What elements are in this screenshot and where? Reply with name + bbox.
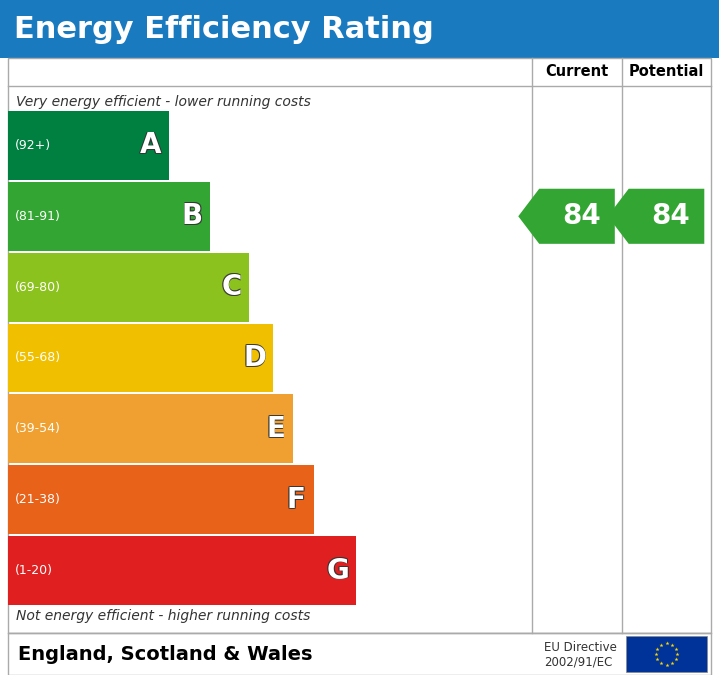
Text: D: D [242, 345, 265, 373]
Bar [8, 252, 249, 321]
Text: B: B [182, 201, 203, 230]
Text: E: E [267, 415, 285, 443]
Text: Energy Efficiency Rating: Energy Efficiency Rating [14, 14, 434, 43]
Text: E: E [267, 414, 285, 442]
Text: G: G [326, 557, 349, 585]
Text: D: D [243, 343, 266, 371]
Polygon shape [518, 189, 615, 244]
Text: G: G [326, 556, 349, 584]
Text: Very energy efficient - lower running costs: Very energy efficient - lower running co… [16, 95, 311, 109]
Text: G: G [326, 557, 348, 585]
Bar [8, 111, 169, 180]
Text: (55-68): (55-68) [15, 352, 61, 364]
Bar [8, 633, 711, 675]
Bar [8, 58, 711, 633]
Text: C: C [222, 273, 242, 301]
Text: F: F [288, 486, 306, 514]
Text: A: A [139, 131, 161, 159]
Text: G: G [327, 556, 350, 584]
Text: (1-20): (1-20) [15, 564, 53, 577]
Text: (81-91): (81-91) [15, 210, 61, 223]
Text: F: F [286, 487, 305, 514]
Text: B: B [183, 201, 203, 230]
Text: G: G [327, 557, 350, 585]
Text: A: A [139, 132, 161, 160]
Text: (39-54): (39-54) [15, 423, 61, 435]
Text: Potential: Potential [629, 65, 704, 80]
Text: D: D [244, 343, 267, 371]
Text: (92+): (92+) [15, 139, 51, 152]
Text: D: D [244, 344, 267, 372]
Text: E: E [266, 415, 285, 443]
Text: E: E [267, 416, 285, 443]
Text: A: A [139, 132, 161, 159]
Text: B: B [182, 203, 203, 231]
Text: E: E [266, 414, 285, 442]
Text: F: F [288, 485, 306, 513]
Text: Current: Current [546, 65, 608, 80]
Text: C: C [221, 274, 242, 302]
Text: (21-38): (21-38) [15, 493, 61, 506]
Bar [8, 465, 314, 534]
Text: E: E [265, 414, 284, 442]
Text: E: E [265, 416, 284, 443]
Text: F: F [286, 486, 305, 514]
Text: D: D [243, 344, 266, 372]
Text: D: D [242, 343, 265, 371]
Text: C: C [220, 272, 241, 300]
Text: England, Scotland & Wales: England, Scotland & Wales [18, 645, 313, 664]
Text: B: B [183, 202, 203, 230]
Text: G: G [326, 558, 349, 585]
Text: E: E [266, 416, 285, 443]
Text: A: A [141, 132, 162, 159]
Text: G: G [326, 556, 348, 584]
Text: C: C [222, 272, 242, 300]
Text: Not energy efficient - higher running costs: Not energy efficient - higher running co… [16, 609, 311, 623]
Text: 2002/91/EC: 2002/91/EC [544, 656, 613, 669]
Text: G: G [326, 558, 348, 585]
Text: 84: 84 [562, 202, 600, 230]
Text: B: B [183, 203, 203, 231]
Text: F: F [287, 486, 306, 514]
Text: A: A [140, 132, 162, 160]
Bar [8, 323, 273, 392]
Text: A: A [140, 132, 162, 159]
Text: F: F [286, 485, 305, 513]
Text: EU Directive: EU Directive [544, 641, 617, 654]
Text: D: D [244, 345, 267, 373]
Bar [0, 0, 719, 58]
Text: C: C [221, 272, 242, 300]
Text: A: A [141, 132, 162, 160]
Polygon shape [608, 189, 705, 244]
Text: 84: 84 [651, 202, 690, 230]
Text: A: A [141, 131, 162, 159]
Text: C: C [220, 274, 241, 302]
Bar [8, 182, 211, 250]
Text: B: B [182, 202, 203, 230]
Text: A: A [140, 131, 162, 159]
Text: B: B [181, 201, 202, 230]
Text: C: C [221, 273, 242, 301]
Text: F: F [288, 487, 306, 514]
Bar [8, 536, 356, 605]
Text: C: C [220, 273, 241, 301]
Text: G: G [327, 558, 350, 585]
Text: (69-80): (69-80) [15, 281, 61, 294]
Bar [8, 394, 293, 463]
Text: B: B [181, 203, 202, 231]
Text: E: E [265, 415, 284, 443]
Bar [626, 636, 707, 672]
Text: D: D [242, 344, 265, 372]
Text: F: F [287, 485, 306, 513]
Text: F: F [287, 487, 306, 514]
Text: B: B [181, 202, 202, 230]
Text: D: D [243, 345, 266, 373]
Text: C: C [222, 274, 242, 302]
